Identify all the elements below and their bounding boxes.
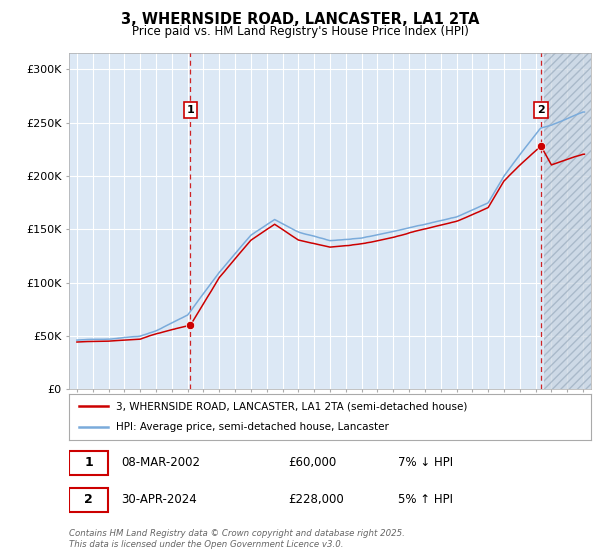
Text: £228,000: £228,000 [288,493,344,506]
Text: £60,000: £60,000 [288,456,337,469]
Bar [544,53,591,389]
Text: 7% ↓ HPI: 7% ↓ HPI [398,456,453,469]
Text: 1: 1 [187,105,194,115]
Text: HPI: Average price, semi-detached house, Lancaster: HPI: Average price, semi-detached house,… [116,422,389,432]
Text: 08-MAR-2002: 08-MAR-2002 [121,456,200,469]
Text: 3, WHERNSIDE ROAD, LANCASTER, LA1 2TA (semi-detached house): 3, WHERNSIDE ROAD, LANCASTER, LA1 2TA (s… [116,401,467,411]
Text: 5% ↑ HPI: 5% ↑ HPI [398,493,453,506]
Text: 1: 1 [84,456,93,469]
Text: Price paid vs. HM Land Registry's House Price Index (HPI): Price paid vs. HM Land Registry's House … [131,25,469,38]
FancyBboxPatch shape [69,488,108,512]
Text: Contains HM Land Registry data © Crown copyright and database right 2025.
This d: Contains HM Land Registry data © Crown c… [69,529,405,549]
Text: 2: 2 [84,493,93,506]
Text: 30-APR-2024: 30-APR-2024 [121,493,197,506]
FancyBboxPatch shape [69,451,108,475]
Text: 3, WHERNSIDE ROAD, LANCASTER, LA1 2TA: 3, WHERNSIDE ROAD, LANCASTER, LA1 2TA [121,12,479,27]
Text: 2: 2 [537,105,545,115]
